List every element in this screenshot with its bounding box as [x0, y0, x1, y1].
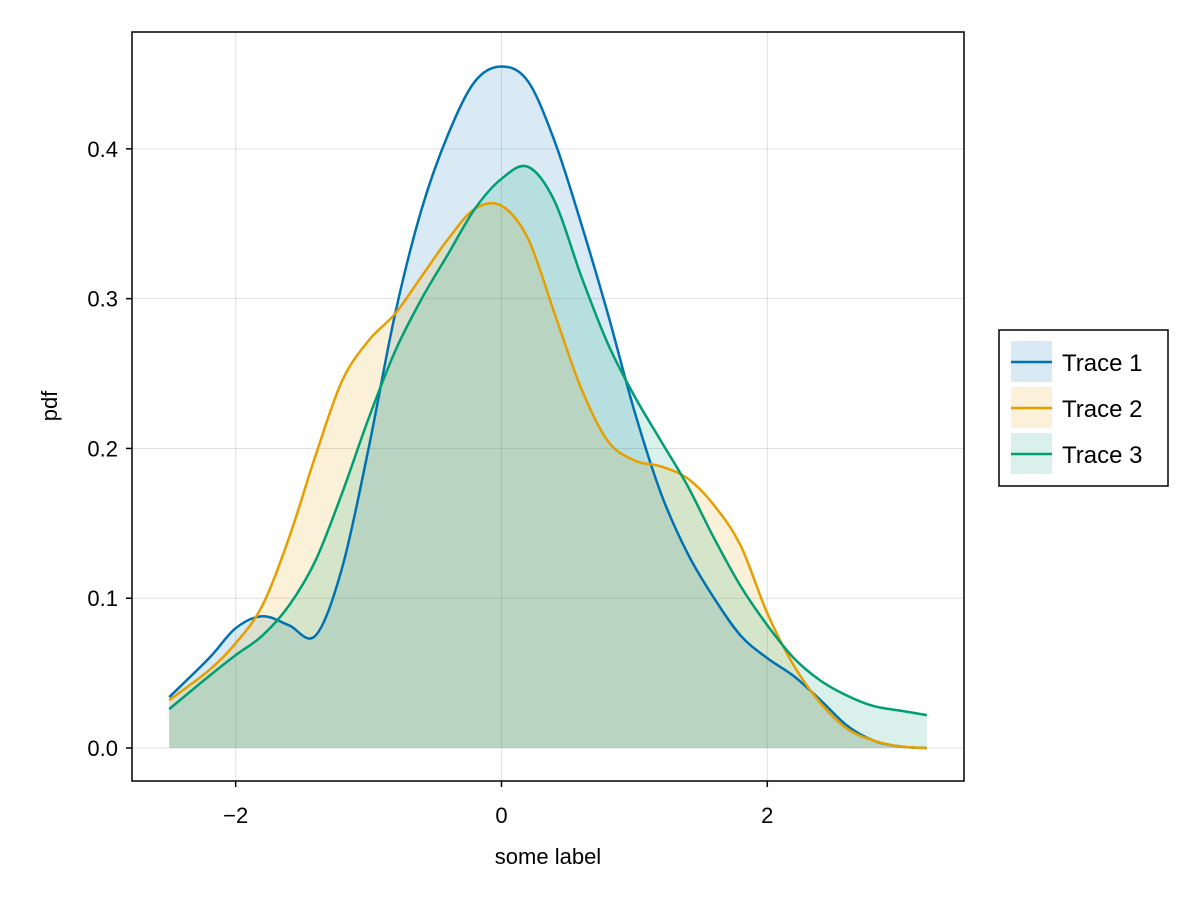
legend-item-trace-2: Trace 2	[1011, 387, 1142, 428]
density-lines	[168, 65, 927, 750]
y-tick-label: 0.4	[87, 137, 118, 162]
grid-lines	[132, 32, 964, 781]
density-line-trace-2	[168, 201, 927, 750]
density-area-trace-2	[169, 203, 927, 749]
plot-frame	[131, 31, 965, 782]
density-line-trace-3	[168, 164, 927, 717]
axis-ticks: −2 0 2 0.0 0.1 0.2 0.3 0.4	[87, 137, 773, 828]
density-areas	[169, 66, 927, 749]
y-tick-label: 0.1	[87, 586, 118, 611]
y-tick-label: 0.3	[87, 287, 118, 312]
density-area-trace-3	[169, 165, 927, 749]
y-tick-label: 0.0	[87, 736, 118, 761]
legend: Trace 1 Trace 2 Trace 3	[998, 329, 1169, 487]
x-axis-label: some label	[495, 844, 601, 869]
legend-label: Trace 2	[1062, 396, 1142, 423]
legend-label: Trace 1	[1062, 350, 1142, 377]
x-tick-label: −2	[223, 803, 248, 828]
legend-label: Trace 3	[1062, 442, 1142, 469]
y-tick-label: 0.2	[87, 436, 118, 461]
x-tick-label: 0	[495, 803, 507, 828]
x-tick-label: 2	[761, 803, 773, 828]
density-area-trace-1	[169, 66, 927, 749]
legend-item-trace-3: Trace 3	[1011, 433, 1142, 474]
y-axis-label: pdf	[37, 390, 62, 421]
legend-item-trace-1: Trace 1	[1011, 341, 1142, 382]
density-line-trace-1	[168, 65, 927, 750]
